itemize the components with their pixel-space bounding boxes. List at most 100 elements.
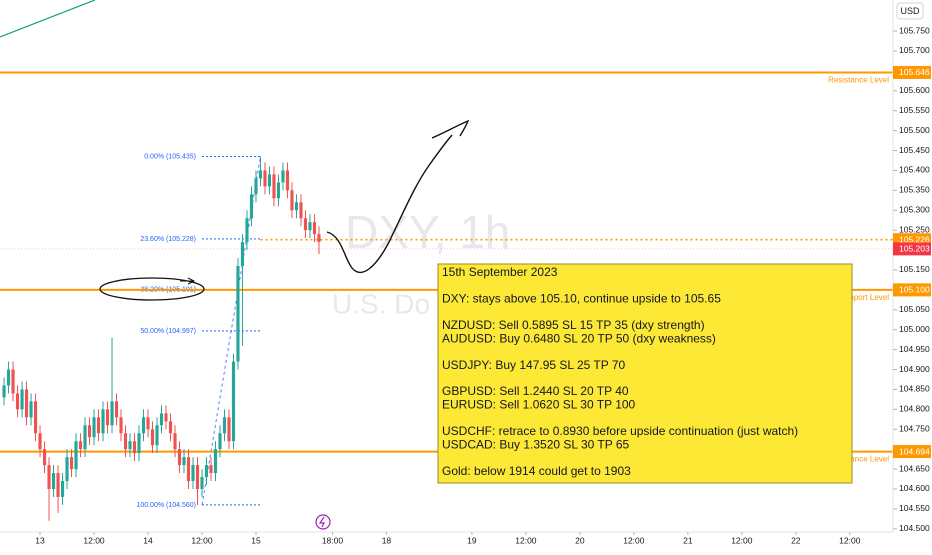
x-tick-label: 15 — [251, 535, 261, 545]
y-tick-label: 105.400 — [899, 165, 930, 175]
x-tick-label: 12:00 — [515, 535, 537, 545]
fib-label: 23.60% (105.228) — [140, 236, 196, 243]
x-tick-label: 19 — [467, 535, 477, 545]
note-background — [437, 263, 853, 484]
candle-body — [141, 417, 146, 434]
y-tick-label: 105.700 — [899, 45, 930, 55]
price-tag-label: 105.100 — [899, 285, 930, 295]
y-tick-label: 105.300 — [899, 205, 930, 215]
x-tick-label: 22 — [791, 535, 801, 545]
x-tick-label: 12:00 — [731, 535, 753, 545]
candle-body — [177, 449, 182, 466]
watermark-symbol: DXY, 1h — [345, 206, 510, 258]
price-tag-label: 105.203 — [899, 244, 930, 254]
currency-label[interactable]: USD — [900, 6, 920, 16]
candle-body — [209, 465, 213, 474]
y-tick-label: 104.850 — [899, 384, 930, 394]
candle-body — [56, 473, 60, 497]
candle-body — [245, 218, 249, 243]
candle-body — [294, 202, 299, 211]
x-tick-label: 12:00 — [623, 535, 645, 545]
candle-body — [83, 425, 87, 450]
ellipse-arrow — [180, 277, 196, 285]
candle-body — [96, 417, 101, 434]
candle-body — [11, 369, 15, 394]
candle-body — [38, 433, 42, 450]
fib-label: 100.00% (104.560) — [136, 502, 196, 509]
price-tag — [893, 65, 931, 79]
highlight-ellipse — [99, 277, 205, 301]
y-tick-label: 104.900 — [899, 364, 930, 374]
candle-body — [119, 417, 123, 434]
note-line: GBPUSD: Sell 1.2440 SL 20 TP 40 — [442, 384, 629, 398]
price-tag — [893, 242, 931, 256]
axes: 104.500104.550104.600104.650104.700104.7… — [35, 25, 931, 545]
candle-body — [303, 218, 308, 231]
candle-body — [105, 409, 110, 426]
price-tag-label: 105.226 — [899, 234, 930, 244]
candle-body — [213, 449, 218, 474]
y-tick-label: 105.750 — [899, 25, 930, 35]
candle-body — [254, 178, 258, 195]
candle-body — [114, 401, 119, 418]
y-tick-label: 105.150 — [899, 264, 930, 274]
candle-body — [101, 409, 105, 434]
candle-body — [204, 465, 209, 478]
y-tick-label: 105.450 — [899, 145, 930, 155]
level-name: Support Level — [840, 293, 890, 302]
note-line: NZDUSD: Sell 0.5895 SL 15 TP 35 (dxy str… — [442, 318, 705, 332]
candle-body — [231, 361, 236, 442]
x-tick-label: 14 — [143, 535, 153, 545]
note-line: DXY: stays above 105.10, continue upside… — [442, 292, 721, 306]
hand-drawn-arrow — [326, 134, 453, 274]
y-tick-label: 105.600 — [899, 85, 930, 95]
candle-body — [168, 421, 173, 434]
arrow-head — [431, 119, 470, 139]
price-tag-label: 105.646 — [899, 67, 930, 77]
candle-body — [2, 385, 6, 398]
candle-body — [281, 170, 285, 183]
note-line: USDJPY: Buy 147.95 SL 25 TP 70 — [442, 358, 626, 372]
fib-label: 50.00% (104.997) — [140, 328, 196, 335]
candle-body — [164, 413, 168, 422]
y-tick-label: 104.750 — [899, 424, 930, 434]
candle-body — [33, 401, 38, 434]
y-tick-label: 104.800 — [899, 404, 930, 414]
candle-body — [150, 429, 155, 446]
candle-body — [195, 465, 200, 489]
candle-body — [317, 234, 321, 243]
y-tick-label: 105.250 — [899, 224, 930, 234]
candle-body — [20, 389, 24, 410]
candle-body — [236, 266, 240, 362]
candle-body — [42, 449, 47, 466]
candle-body — [191, 465, 195, 482]
candle-body — [65, 457, 69, 482]
candle-body — [132, 441, 137, 454]
events-icon[interactable] — [315, 514, 331, 530]
x-tick-label: 12:00 — [83, 535, 105, 545]
candle-body — [29, 401, 33, 418]
candle-body — [182, 457, 186, 466]
candle-body — [227, 417, 231, 442]
note-line: USDCAD: Buy 1.3520 SL 30 TP 65 — [442, 437, 630, 451]
y-tick-label: 104.650 — [899, 463, 930, 473]
candle-body — [155, 425, 159, 446]
candle-body — [173, 433, 177, 450]
candle-body — [15, 393, 20, 410]
note-line: AUDUSD: Buy 0.6480 SL 20 TP 50 (dxy weak… — [442, 331, 716, 345]
candle-body — [276, 182, 281, 199]
candle-body — [74, 441, 78, 470]
candle-body — [240, 242, 245, 266]
candle-body — [51, 473, 56, 489]
candle-body — [267, 174, 272, 187]
x-tick-label: 12:00 — [191, 535, 213, 545]
note-line: Gold: below 1914 could get to 1903 — [442, 464, 631, 478]
candle-body — [128, 441, 132, 450]
y-tick-label: 105.500 — [899, 125, 930, 135]
events-bolt — [318, 516, 325, 528]
currency-button[interactable] — [896, 2, 924, 20]
y-tick-label: 104.950 — [899, 344, 930, 354]
candle-body — [285, 170, 290, 191]
watermark-description: U.S. Do — [332, 288, 430, 319]
